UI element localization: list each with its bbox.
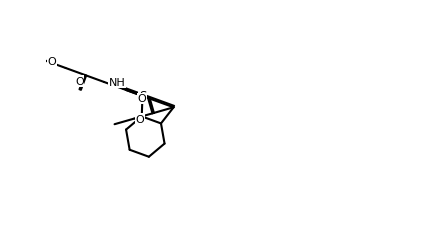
Text: O: O xyxy=(138,94,146,104)
Text: NH: NH xyxy=(109,78,126,88)
Text: O: O xyxy=(135,114,144,124)
Text: S: S xyxy=(139,90,146,103)
Text: O: O xyxy=(75,77,84,86)
Text: O: O xyxy=(48,57,56,67)
